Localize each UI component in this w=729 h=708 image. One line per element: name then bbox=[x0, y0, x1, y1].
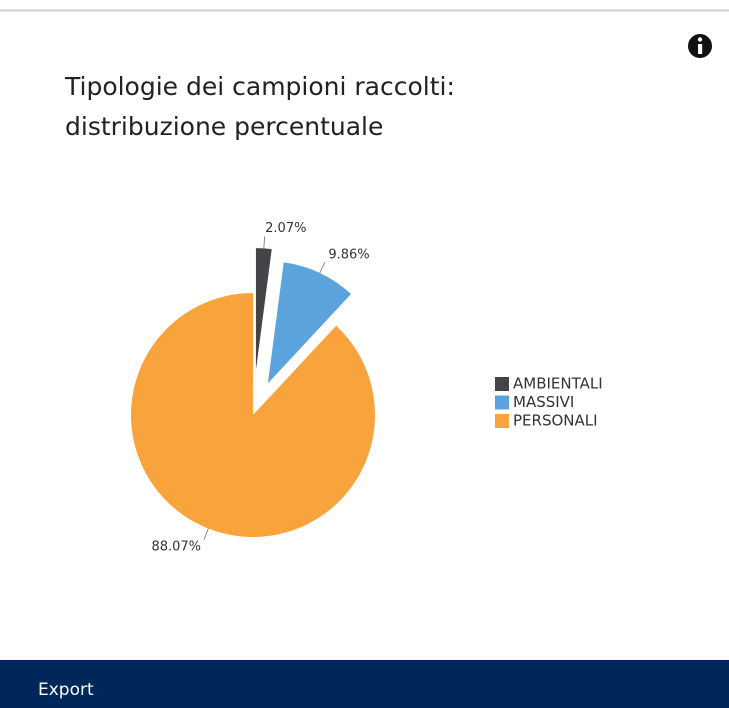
legend-label: MASSIVI bbox=[513, 393, 574, 411]
data-label: 88.07% bbox=[151, 540, 201, 555]
pie: 2.07% 9.86% 88.07% bbox=[131, 221, 375, 555]
label-connector bbox=[203, 528, 209, 540]
info-stem[interactable] bbox=[698, 44, 703, 54]
pie-slice bbox=[267, 262, 352, 384]
legend-swatch bbox=[495, 395, 509, 410]
data-label: 9.86% bbox=[328, 247, 369, 262]
legend-label: AMBIENTALI bbox=[513, 375, 603, 393]
label-connector bbox=[319, 261, 326, 274]
export-button[interactable]: Export bbox=[38, 680, 94, 700]
legend-swatch bbox=[495, 377, 509, 391]
footer-bar bbox=[0, 660, 729, 708]
info-icon[interactable] bbox=[688, 34, 712, 58]
label-connector bbox=[263, 236, 266, 249]
data-label: 2.07% bbox=[265, 221, 306, 236]
legend-label: PERSONALI bbox=[513, 412, 598, 430]
pie-slice bbox=[255, 248, 272, 371]
pie-slice bbox=[131, 293, 375, 538]
chart-title: Tipologie dei campioni raccolti: bbox=[64, 72, 455, 101]
info-dot[interactable] bbox=[697, 37, 703, 42]
chart-title: distribuzione percentuale bbox=[65, 112, 383, 141]
legend-swatch bbox=[495, 414, 509, 428]
